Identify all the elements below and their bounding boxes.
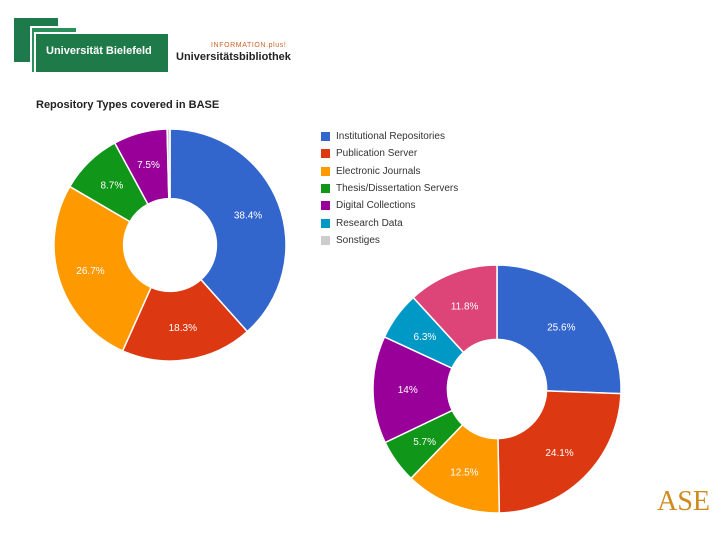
legend-label: Digital Collections [336,200,416,212]
slice-data-label: 8.7% [100,181,123,192]
legend-swatch [321,132,330,142]
legend-label: Sonstiges [336,234,380,246]
slice-data-label: 38.4% [234,211,262,222]
slice-data-label: 25.6% [547,323,575,334]
legend-item: Thesis/Dissertation Servers [321,180,458,197]
slice-data-label: 18.3% [169,323,197,334]
legend-item: Sonstiges [321,232,458,249]
slice-data-label: 11.8% [451,301,479,312]
donut-slice [121,278,249,362]
slice-data-label: 6.3% [414,332,437,343]
legend-swatch [321,218,330,228]
slice-data-label: 12.5% [450,468,478,479]
legend-item: Electronic Journals [321,163,458,180]
donut-slice [169,128,287,333]
donut-slice [412,264,498,354]
legend-swatch [321,149,330,159]
donut-chart-repository-types: 38.4% 18.3% 26.7% 8.7% 7.5% [53,128,287,362]
slice-data-label: 7.5% [137,160,160,171]
slice-data-label: 26.7% [76,266,104,277]
slice-data-label: 14% [398,385,418,396]
legend-label: Publication Server [336,148,418,160]
donut-chart-secondary: 25.6% 24.1% 12.5% 5.7% 14% 6.3% 11.8% [372,264,622,514]
library-name: Universitätsbibliothek [176,51,291,63]
donut-slice [53,185,153,352]
legend-swatch [321,235,330,245]
university-name-bar: Universität Bielefeld [34,32,168,72]
legend-label: Institutional Repositories [336,131,445,143]
legend-swatch [321,166,330,176]
legend-label: Electronic Journals [336,165,421,177]
slice-data-label: 24.1% [545,448,573,459]
donut-slice [166,128,171,200]
ase-text: ASE [657,486,710,517]
legend-item: Research Data [321,214,458,231]
university-name: Universität Bielefeld [46,45,152,57]
legend-swatch [321,184,330,194]
page-title: Repository Types covered in BASE [36,99,220,111]
slice-data-label: 5.7% [413,437,436,448]
library-tagline: INFORMATION.plus! [211,42,287,49]
donut-slice [497,390,622,514]
legend-swatch [321,201,330,211]
legend-item: Publication Server [321,145,458,162]
chart-legend: Institutional Repositories Publication Se… [321,128,458,249]
legend-label: Research Data [336,217,403,229]
legend-item: Digital Collections [321,197,458,214]
legend-label: Thesis/Dissertation Servers [336,183,459,195]
donut-slice [496,264,622,395]
legend-item: Institutional Repositories [321,128,458,145]
